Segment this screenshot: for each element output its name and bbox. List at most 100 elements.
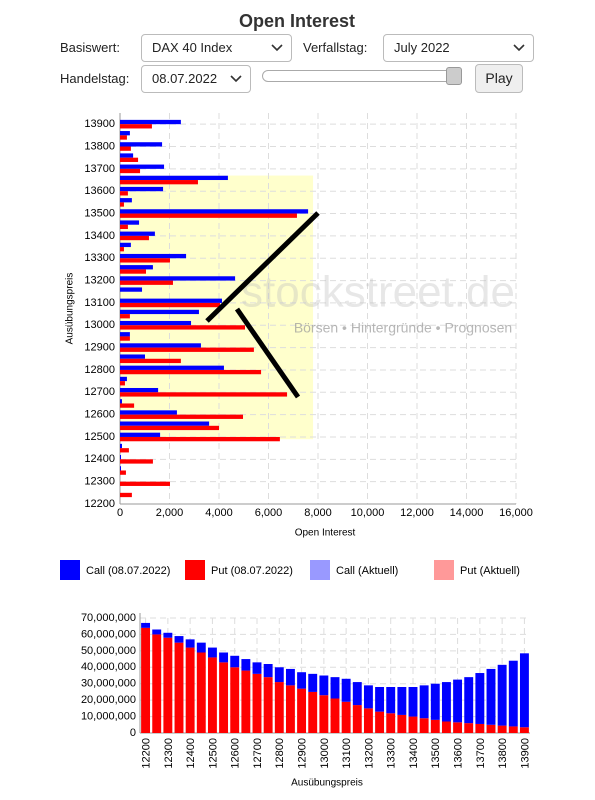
x-tick-label: 13100 <box>341 738 353 769</box>
bar <box>120 220 140 225</box>
y-tick-label: 13600 <box>84 185 115 197</box>
y-tick-label: 13400 <box>84 230 115 242</box>
bar-segment <box>196 642 206 653</box>
verfallstag-value: July 2022 <box>394 40 450 55</box>
x-tick-label: 4,000 <box>205 507 233 519</box>
bar <box>120 466 121 471</box>
y-tick-label: 13300 <box>84 252 115 264</box>
bar <box>120 436 280 442</box>
bar <box>120 142 163 147</box>
bar-segment <box>419 685 429 719</box>
verfallstag-label: Verfallstag: <box>303 40 368 55</box>
bar-segment <box>441 682 451 722</box>
bar <box>120 146 131 151</box>
bar-segment <box>185 639 195 648</box>
bar-segment <box>375 711 385 733</box>
bar-segment <box>263 677 273 733</box>
bar <box>120 414 244 419</box>
x-tick-label: 13200 <box>363 738 375 769</box>
bar-segment <box>285 668 295 686</box>
bar <box>120 198 132 203</box>
y-tick-label: 12800 <box>84 364 115 376</box>
bar <box>120 425 219 431</box>
x-tick-label: 13900 <box>519 738 531 769</box>
bar-segment <box>375 687 385 712</box>
x-tick-label: 8,000 <box>304 507 332 519</box>
y-tick-label: 13000 <box>84 319 115 331</box>
chevron <box>230 75 242 83</box>
play-button[interactable]: Play <box>475 64 523 93</box>
x-axis-title: Open Interest <box>295 528 356 539</box>
legend-swatch <box>60 560 80 580</box>
bar <box>120 265 153 270</box>
bar <box>120 276 236 281</box>
x-tick-label: 6,000 <box>255 507 283 519</box>
bar <box>120 410 177 415</box>
bar-segment <box>486 668 496 725</box>
bar-segment <box>430 683 440 720</box>
bar-segment <box>453 722 463 733</box>
bar-segment <box>363 685 373 709</box>
bar <box>120 470 126 475</box>
bar-segment <box>341 678 351 702</box>
bar <box>120 403 135 408</box>
bar-segment <box>163 632 173 638</box>
y-tick-label: 70,000,000 <box>81 612 136 624</box>
y-tick-label: 12300 <box>84 476 115 488</box>
legend-label: Call (Aktuell) <box>336 565 398 577</box>
bar-segment <box>274 667 284 683</box>
y-tick-label: 12600 <box>84 409 115 421</box>
watermark-logo <box>205 211 320 323</box>
x-tick-label: 12700 <box>252 738 264 769</box>
bar <box>120 231 155 236</box>
bar-segment <box>263 664 273 678</box>
bar <box>120 455 121 460</box>
y-tick-label: 13500 <box>84 207 115 219</box>
bar-segment <box>386 713 396 733</box>
verfallstag-select[interactable]: July 2022 <box>383 34 534 62</box>
bar <box>120 399 122 404</box>
x-tick-label: 13700 <box>475 738 487 769</box>
bar-segment <box>408 716 418 733</box>
bar <box>120 186 164 192</box>
bar-segment <box>319 675 329 696</box>
bar <box>120 392 288 397</box>
x-tick-label: 13600 <box>452 738 464 769</box>
bar-segment <box>152 634 162 733</box>
bar <box>120 343 201 348</box>
bar-segment <box>141 627 151 733</box>
bar-segment <box>363 708 373 733</box>
bar <box>120 369 262 375</box>
bar <box>120 314 130 319</box>
bar-segment <box>397 687 407 715</box>
bar <box>120 153 134 158</box>
bar <box>120 157 139 162</box>
y-tick-label: 13700 <box>84 163 115 175</box>
bar-segment <box>497 725 507 733</box>
date-slider[interactable] <box>262 67 462 85</box>
y-tick-label: 13200 <box>84 274 115 286</box>
bar <box>120 309 199 315</box>
handelstag-select[interactable]: 08.07.2022 <box>141 65 251 93</box>
watermark-tagline: Börsen • Hintergründe • Prognosen <box>294 320 512 336</box>
bar-segment <box>330 698 340 733</box>
bar <box>120 164 165 169</box>
bar-segment <box>453 679 463 723</box>
x-tick-label: 12,000 <box>400 507 434 519</box>
slider-thumb[interactable] <box>446 67 462 85</box>
x-tick-label: 12900 <box>296 738 308 769</box>
bar-segment <box>519 653 529 728</box>
x-tick-label: 13400 <box>408 738 420 769</box>
bar-segment <box>196 652 206 733</box>
x-tick-label: 12400 <box>185 738 197 769</box>
y-tick-label: 40,000,000 <box>81 661 136 673</box>
y-tick-label: 12500 <box>84 431 115 443</box>
bar-segment <box>508 660 518 727</box>
bar-segment <box>219 662 229 733</box>
watermark-name: stockstreet.de <box>241 268 515 317</box>
bar-segment <box>319 695 329 733</box>
legend-label: Call (08.07.2022) <box>86 565 170 577</box>
basiswert-select[interactable]: DAX 40 Index <box>141 34 292 62</box>
